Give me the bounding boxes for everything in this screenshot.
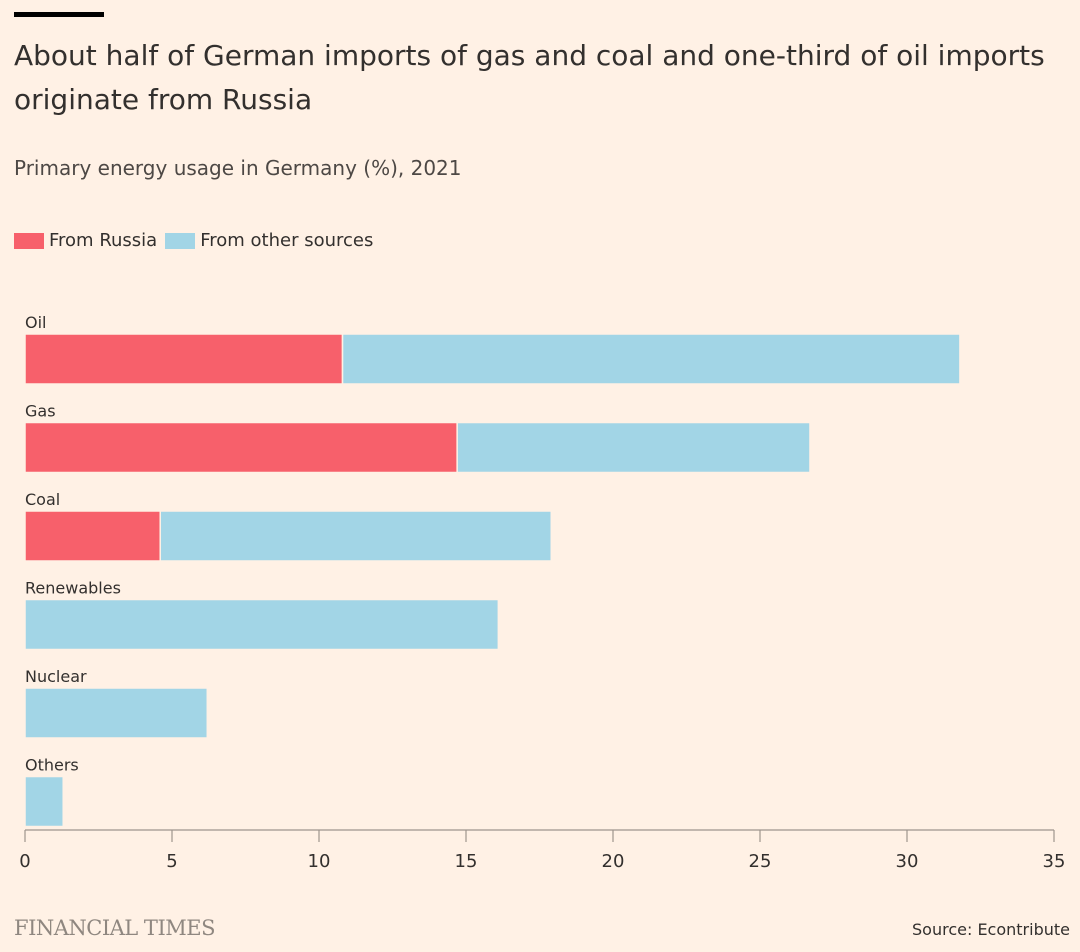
bar-nuclear-other [24, 687, 209, 739]
category-label-gas: Gas [25, 402, 56, 421]
x-tick-label-35: 35 [1043, 851, 1066, 872]
bar-oil-russia [24, 333, 344, 385]
x-tick-label-15: 15 [455, 851, 478, 872]
bar-coal-other [159, 510, 553, 562]
legend: From Russia From other sources [14, 230, 381, 251]
x-tick-label-5: 5 [166, 851, 177, 872]
category-label-others: Others [25, 756, 79, 775]
bar-coal-russia [24, 510, 161, 562]
legend-item-other: From other sources [165, 230, 373, 251]
x-tick-label-25: 25 [749, 851, 772, 872]
legend-label-other: From other sources [200, 230, 374, 251]
x-tick-label-0: 0 [19, 851, 30, 872]
chart-title: About half of German imports of gas and … [14, 39, 1045, 116]
bar-renewables-other [24, 598, 500, 651]
legend-swatch-russia [14, 232, 44, 249]
bar-others-other [24, 775, 64, 828]
source-note: Source: Econtribute [912, 920, 1070, 939]
bar-gas-russia [24, 421, 458, 474]
legend-label-russia: From Russia [49, 230, 158, 251]
category-label-coal: Coal [25, 490, 60, 509]
bar-gas-other [456, 421, 811, 474]
bar-oil-other [341, 333, 961, 385]
category-label-renewables: Renewables [25, 579, 121, 598]
x-tick-label-10: 10 [308, 851, 331, 872]
category-label-oil: Oil [25, 313, 46, 332]
x-tick-label-20: 20 [602, 851, 625, 872]
legend-swatch-other [165, 232, 196, 249]
chart-subtitle: Primary energy usage in Germany (%), 202… [14, 156, 462, 180]
legend-item-russia: From Russia [14, 230, 157, 251]
bar-chart: Oil Gas Coal Renewables Nuclear Others 0 5 10 15 2… [19, 313, 1066, 872]
category-label-nuclear: Nuclear [25, 667, 87, 686]
ft-logo: FINANCIAL TIMES [14, 916, 215, 940]
x-tick-label-30: 30 [896, 851, 919, 872]
top-accent-bar [14, 12, 104, 17]
